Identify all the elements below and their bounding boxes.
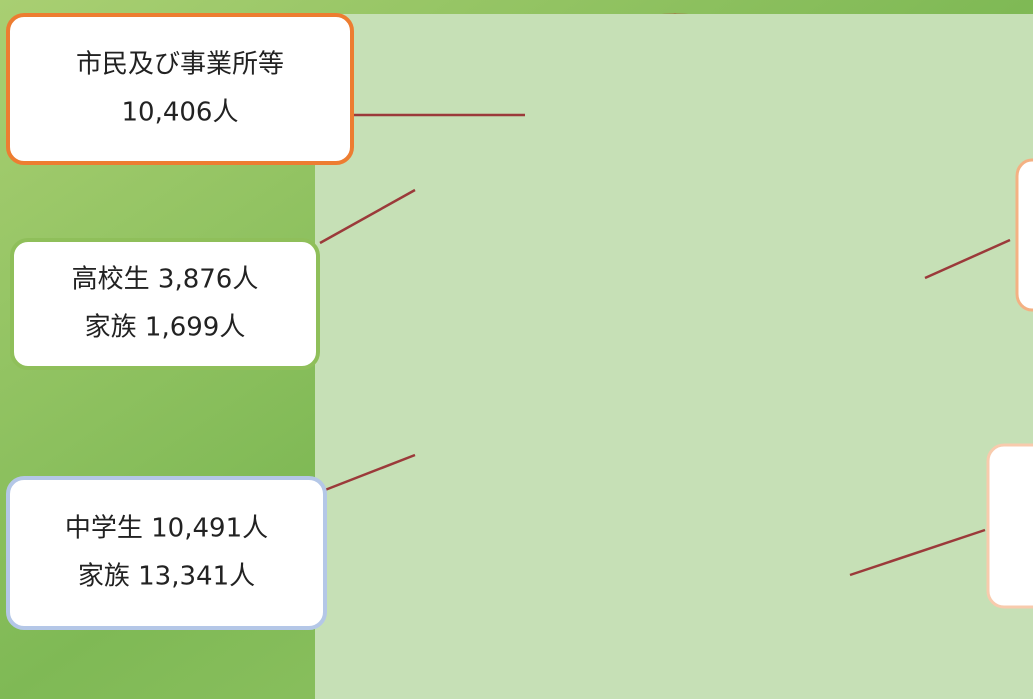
callout-text: 家族 13,341人: [78, 562, 255, 592]
callout-text: 市民及び事業所等: [76, 50, 284, 80]
callout-text: 10,406人: [122, 98, 239, 128]
callout-text: 中学生 10,491人: [65, 514, 268, 544]
callout-text: 家族 1,699人: [85, 313, 246, 343]
callout-box: [8, 478, 325, 628]
callout-box: [8, 15, 352, 163]
callout-box-cut: [988, 445, 1033, 607]
callout-text: 高校生 3,876人: [72, 265, 259, 295]
chart: 32%30%23%5%10% 市民及び事業所等10,406人高校生 3,876人…: [0, 0, 1033, 699]
callout-box-cut: [1017, 160, 1033, 310]
callout-box: [12, 240, 318, 368]
chart-panel: [315, 14, 1033, 699]
